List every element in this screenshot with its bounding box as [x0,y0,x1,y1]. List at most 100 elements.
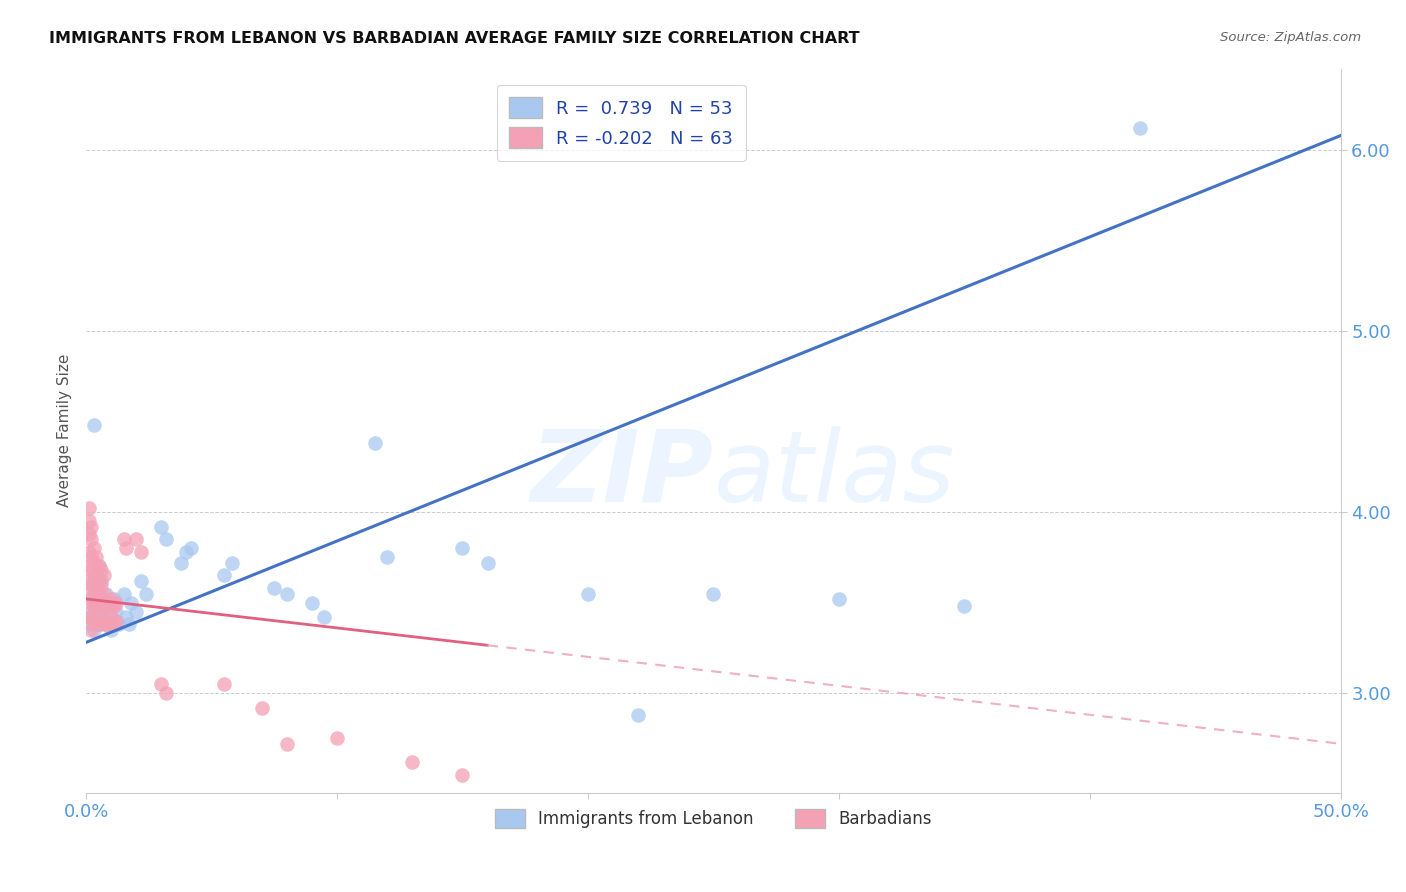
Point [90,610,112,624]
Point [94,617,117,632]
Point [84,550,107,565]
Point [83,418,105,433]
Point [100,623,122,637]
Point [94,596,117,610]
Point [576,586,599,600]
Point [97,596,120,610]
Point [103,617,125,632]
Point [77,501,100,516]
Point [97,617,120,632]
Point [87,559,110,574]
Point [118,617,141,632]
Point [115,541,138,556]
Y-axis label: Average Family Size: Average Family Size [58,354,72,508]
Point [212,677,235,691]
Legend: Immigrants from Lebanon, Barbadians: Immigrants from Lebanon, Barbadians [488,803,939,835]
Point [87,574,110,588]
Point [250,700,273,714]
Point [170,556,193,570]
Text: Source: ZipAtlas.com: Source: ZipAtlas.com [1220,31,1361,45]
Point [77,526,100,541]
Point [100,610,122,624]
Point [326,731,349,746]
Point [100,591,122,606]
Point [363,436,385,450]
Point [702,586,724,600]
Point [77,610,100,624]
Point [125,605,148,619]
Point [115,610,138,624]
Point [83,568,105,582]
Point [80,550,103,565]
Point [93,599,115,614]
Point [129,574,152,588]
Point [80,519,103,533]
Point [94,586,117,600]
Point [314,610,336,624]
Point [401,755,423,769]
Point [93,617,115,632]
Point [90,563,112,577]
Point [87,586,110,600]
Point [77,574,100,588]
Point [77,559,100,574]
Point [105,596,128,610]
Point [84,596,107,610]
Point [77,586,100,600]
Point [90,605,112,619]
Point [129,545,152,559]
Point [80,623,103,637]
Point [276,586,298,600]
Point [155,532,177,546]
Point [212,568,235,582]
Point [90,596,112,610]
Point [97,610,120,624]
Point [828,591,851,606]
Point [221,556,243,570]
Point [93,614,115,628]
Point [87,559,110,574]
Point [125,532,148,546]
Point [150,519,173,533]
Point [87,599,110,614]
Point [93,568,115,582]
Point [83,577,105,591]
Point [150,677,173,691]
Point [105,605,128,619]
Point [180,541,202,556]
Point [84,614,107,628]
Point [477,556,499,570]
Point [301,596,323,610]
Point [375,550,398,565]
Point [276,737,298,751]
Point [120,596,142,610]
Point [84,596,107,610]
Point [103,599,125,614]
Point [83,586,105,600]
Point [90,574,112,588]
Point [107,617,129,632]
Point [112,586,135,600]
Point [112,532,135,546]
Point [451,541,474,556]
Point [176,545,198,559]
Point [80,605,103,619]
Point [135,586,157,600]
Point [97,599,120,614]
Point [84,581,107,595]
Text: IMMIGRANTS FROM LEBANON VS BARBADIAN AVERAGE FAMILY SIZE CORRELATION CHART: IMMIGRANTS FROM LEBANON VS BARBADIAN AVE… [49,31,860,46]
Point [83,599,105,614]
Point [87,617,110,632]
Point [93,586,115,600]
Point [105,614,128,628]
Point [77,545,100,559]
Point [87,617,110,632]
Point [83,623,105,637]
Point [94,614,117,628]
Point [83,617,105,632]
Point [84,563,107,577]
Point [953,599,976,614]
Point [103,591,125,606]
Point [80,577,103,591]
Point [1129,121,1152,136]
